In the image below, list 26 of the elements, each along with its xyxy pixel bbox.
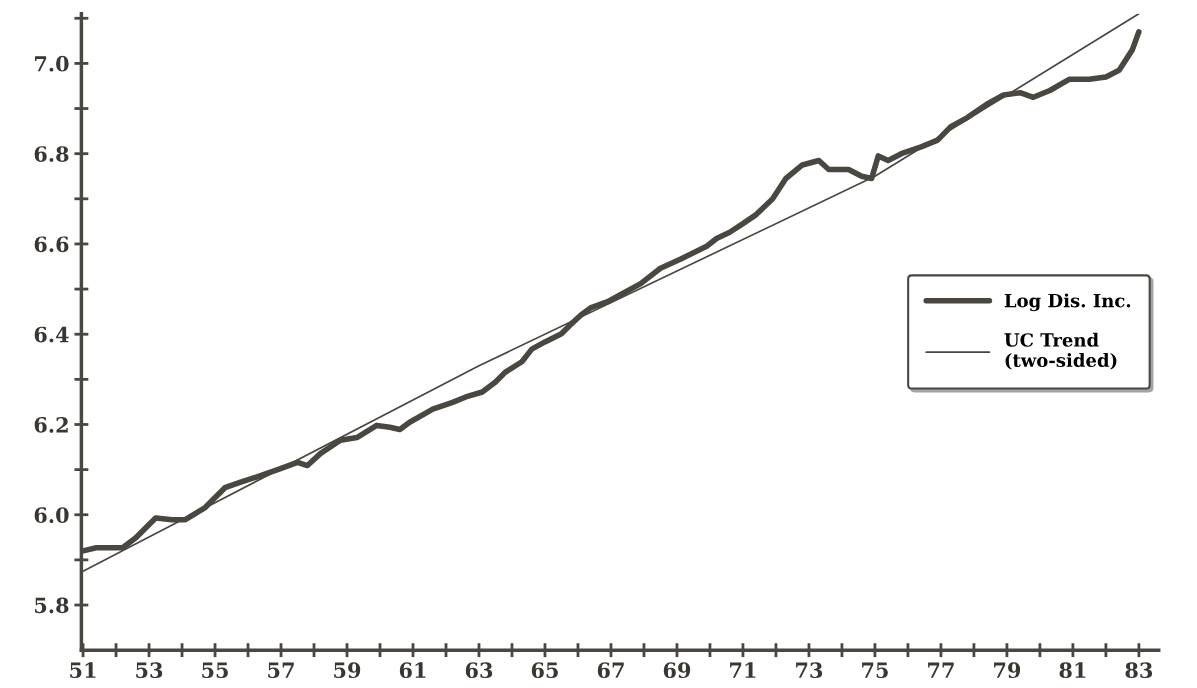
x-tick-label: 61	[399, 662, 426, 679]
y-tick-label: 7.0	[34, 55, 69, 72]
x-tick-label: 51	[70, 662, 96, 679]
x-tick-label: 79	[994, 662, 1021, 679]
legend-label: Log Dis. Inc.	[1004, 293, 1131, 312]
legend-label: UC Trend (two-sided)	[1004, 332, 1117, 370]
y-tick-label: 6.6	[34, 236, 69, 253]
x-tick-label: 69	[663, 662, 691, 679]
x-tick-label: 65	[531, 662, 558, 679]
x-tick-label: 57	[268, 662, 294, 679]
x-tick-label: 73	[796, 662, 823, 679]
x-tick-label: 77	[928, 662, 954, 678]
y-tick-label: 5.8	[35, 597, 69, 614]
x-tick-label: 83	[1125, 662, 1153, 679]
y-tick-label: 6.4	[34, 326, 69, 343]
x-tick-label: 59	[334, 662, 361, 679]
x-tick-label: 63	[465, 662, 493, 679]
x-tick-label: 67	[597, 662, 624, 679]
x-tick-label: 55	[202, 662, 228, 679]
y-tick-label: 6.2	[34, 416, 68, 433]
x-tick-label: 53	[136, 662, 163, 679]
x-tick-label: 71	[730, 662, 756, 678]
y-tick-label: 6.8	[34, 146, 69, 162]
y-tick-label: 6.0	[34, 507, 69, 523]
x-tick-label: 75	[862, 662, 888, 679]
x-tick-label: 81	[1059, 662, 1086, 679]
